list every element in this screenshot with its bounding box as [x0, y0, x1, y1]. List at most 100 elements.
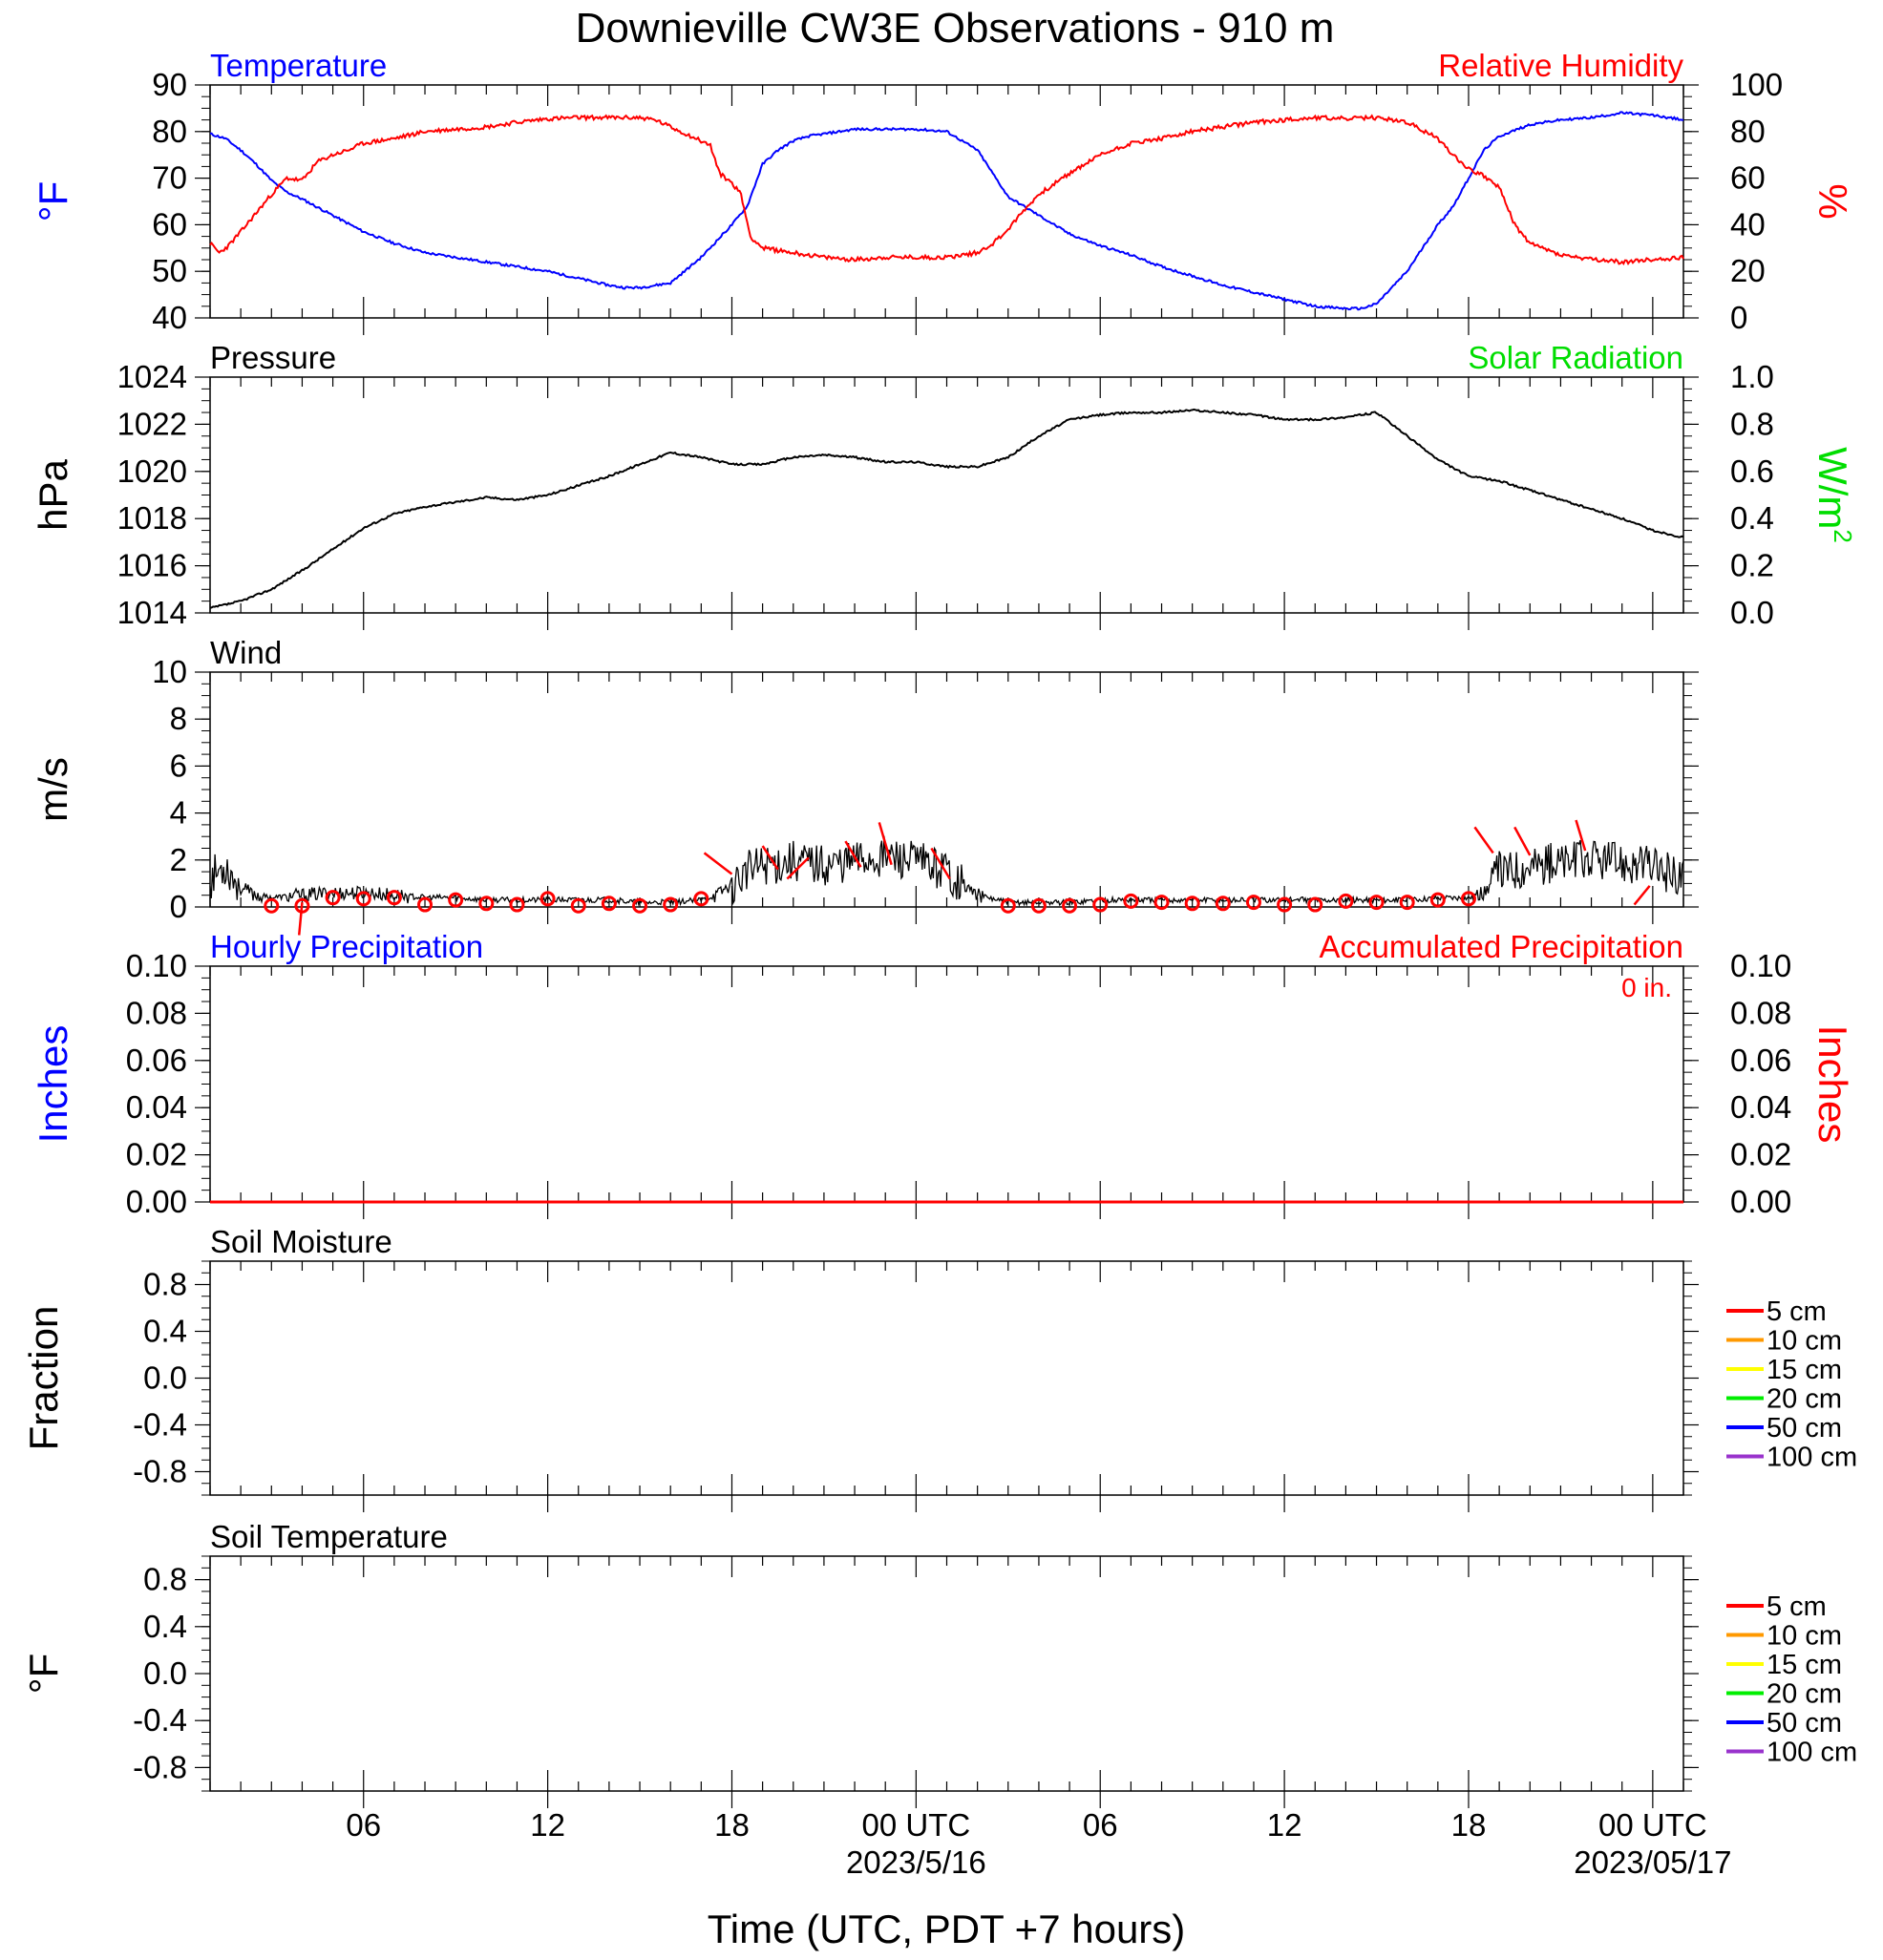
panel-left-title: Hourly Precipitation: [210, 929, 483, 964]
x-tick-label: 06: [346, 1807, 381, 1843]
legend-label: 5 cm: [1767, 1591, 1827, 1622]
y-tick-label: 4: [170, 795, 187, 831]
wind-calm-marker: [1215, 896, 1231, 912]
y2-axis-title: W/m2: [1810, 447, 1857, 543]
wind-barb: [1513, 826, 1532, 856]
y-tick-label: 6: [170, 748, 187, 783]
y-tick-label: -0.8: [133, 1454, 187, 1489]
panel-right-title: Accumulated Precipitation: [1319, 929, 1683, 964]
panel-left-title: Wind: [210, 635, 282, 670]
y-tick-label: 0.8: [143, 1267, 187, 1302]
y-tick-label: 8: [170, 701, 187, 736]
panel-left-title: Soil Moisture: [210, 1224, 392, 1259]
plot-frame: [209, 376, 1684, 614]
y2-axis-title-sup: 2: [1829, 529, 1857, 542]
wind-calm-marker: [1092, 896, 1109, 913]
wind-calm-marker: [693, 891, 709, 907]
wind-calm-marker: [570, 897, 586, 914]
legend-label: 10 cm: [1767, 1326, 1842, 1357]
panel-right-title: Solar Radiation: [1468, 340, 1683, 375]
legend-label: 10 cm: [1767, 1621, 1842, 1652]
wind-calm-marker: [417, 896, 434, 913]
wind-calm-marker: [1123, 893, 1139, 909]
wind-calm-marker: [1000, 897, 1016, 914]
y2-axis-title-text: Inches: [1810, 1025, 1855, 1144]
y2-tick-label: 0: [1730, 300, 1747, 335]
y-tick-label: 0.02: [126, 1137, 187, 1172]
wind-calm-marker: [1184, 896, 1200, 912]
x-date-label: 2023/05/17: [1574, 1844, 1731, 1880]
pressure-line: [209, 408, 1684, 609]
y-tick-label: 1018: [117, 500, 187, 536]
y-axis-title: Inches: [31, 1025, 75, 1144]
wind-calm-marker: [1460, 891, 1476, 907]
x-tick-label: 00 UTC: [862, 1807, 971, 1843]
y-tick-label: 80: [152, 114, 187, 149]
y-tick-label: 50: [152, 253, 187, 288]
y-axis-title: °F: [21, 1654, 66, 1694]
temperature-line: [209, 111, 1684, 311]
y-tick-label: 0.4: [143, 1609, 187, 1644]
y2-tick-label: 0.0: [1730, 595, 1774, 630]
wind-barb: [930, 847, 951, 880]
wind-calm-marker: [1153, 895, 1170, 911]
y-tick-label: 0.8: [143, 1562, 187, 1597]
panel-precipitation: 0.10 0.08 0.06 0.04 0.02 0.00 0.10 0.08 0.06 0.04…: [31, 929, 1855, 1219]
panel-left-title: Pressure: [210, 340, 336, 375]
x-tick-label: 12: [1267, 1807, 1302, 1843]
wind-calm-marker: [632, 897, 648, 914]
y2-tick-label: 1.0: [1730, 359, 1774, 394]
y2-tick-label: 0.6: [1730, 453, 1774, 489]
legend-label: 20 cm: [1767, 1679, 1842, 1710]
x-date-label: 2023/5/16: [846, 1844, 986, 1880]
y-tick-label: 0.08: [126, 995, 187, 1030]
y2-axis-title: Inches: [1810, 1025, 1855, 1144]
y-tick-label: 1022: [117, 406, 187, 441]
wind-calm-marker: [325, 890, 341, 906]
wind-calm-marker: [264, 897, 280, 914]
y-tick-label: 70: [152, 160, 187, 196]
plot-frame: [209, 1260, 1684, 1496]
wind-calm-marker: [1245, 895, 1261, 911]
y-tick-label: 0.04: [126, 1089, 187, 1125]
wind-calm-marker: [1368, 895, 1385, 911]
y2-tick-label: 0.06: [1730, 1043, 1791, 1078]
x-tick-label: 18: [714, 1807, 750, 1843]
panel-left-title: Soil Temperature: [210, 1519, 448, 1554]
wind-barb: [878, 822, 893, 866]
y-axis-title: m/s: [31, 757, 75, 822]
y-tick-label: 0.10: [126, 948, 187, 983]
y-tick-label: 0.06: [126, 1043, 187, 1078]
y-tick-label: 90: [152, 67, 187, 102]
wind-calm-marker: [663, 896, 679, 913]
wind-calm-marker: [294, 897, 310, 914]
plot-frame: [209, 84, 1684, 319]
y2-tick-label: 0.10: [1730, 948, 1791, 983]
y2-tick-label: 80: [1730, 114, 1766, 149]
wind-calm-marker: [1277, 896, 1293, 913]
y2-tick-label: 60: [1730, 160, 1766, 196]
x-tick-label: 06: [1083, 1807, 1118, 1843]
y-tick-label: 0.00: [126, 1184, 187, 1219]
y-axis-title: hPa: [31, 458, 75, 530]
y2-axis-title: %: [1810, 183, 1855, 219]
y2-tick-label: 0.04: [1730, 1089, 1791, 1125]
y-tick-label: 60: [152, 206, 187, 242]
y2-tick-label: 0.00: [1730, 1184, 1791, 1219]
y-axis-title: °F: [31, 181, 75, 221]
main-title: Downieville CW3E Observations - 910 m: [576, 5, 1335, 52]
panel-wind: 10 8 6 4 2 0 Wind m/s: [31, 635, 1699, 936]
wind-barb: [1633, 885, 1651, 906]
wind-calm-marker: [478, 896, 495, 912]
panel-soil-moisture: 0.8 0.4 0.0 -0.4 -0.8 Soil Moisture Fraction 5 …: [21, 1224, 1857, 1512]
accumulated-total: 0 in.: [1621, 973, 1672, 1002]
y-tick-label: 0: [170, 889, 187, 924]
y-tick-label: -0.8: [133, 1749, 187, 1784]
y2-tick-label: 0.8: [1730, 406, 1774, 441]
y-tick-label: 40: [152, 300, 187, 335]
legend-label: 5 cm: [1767, 1296, 1827, 1327]
panel-left-title: Temperature: [210, 48, 387, 83]
y-tick-label: 0.4: [143, 1314, 187, 1349]
wind-barb: [844, 840, 862, 868]
